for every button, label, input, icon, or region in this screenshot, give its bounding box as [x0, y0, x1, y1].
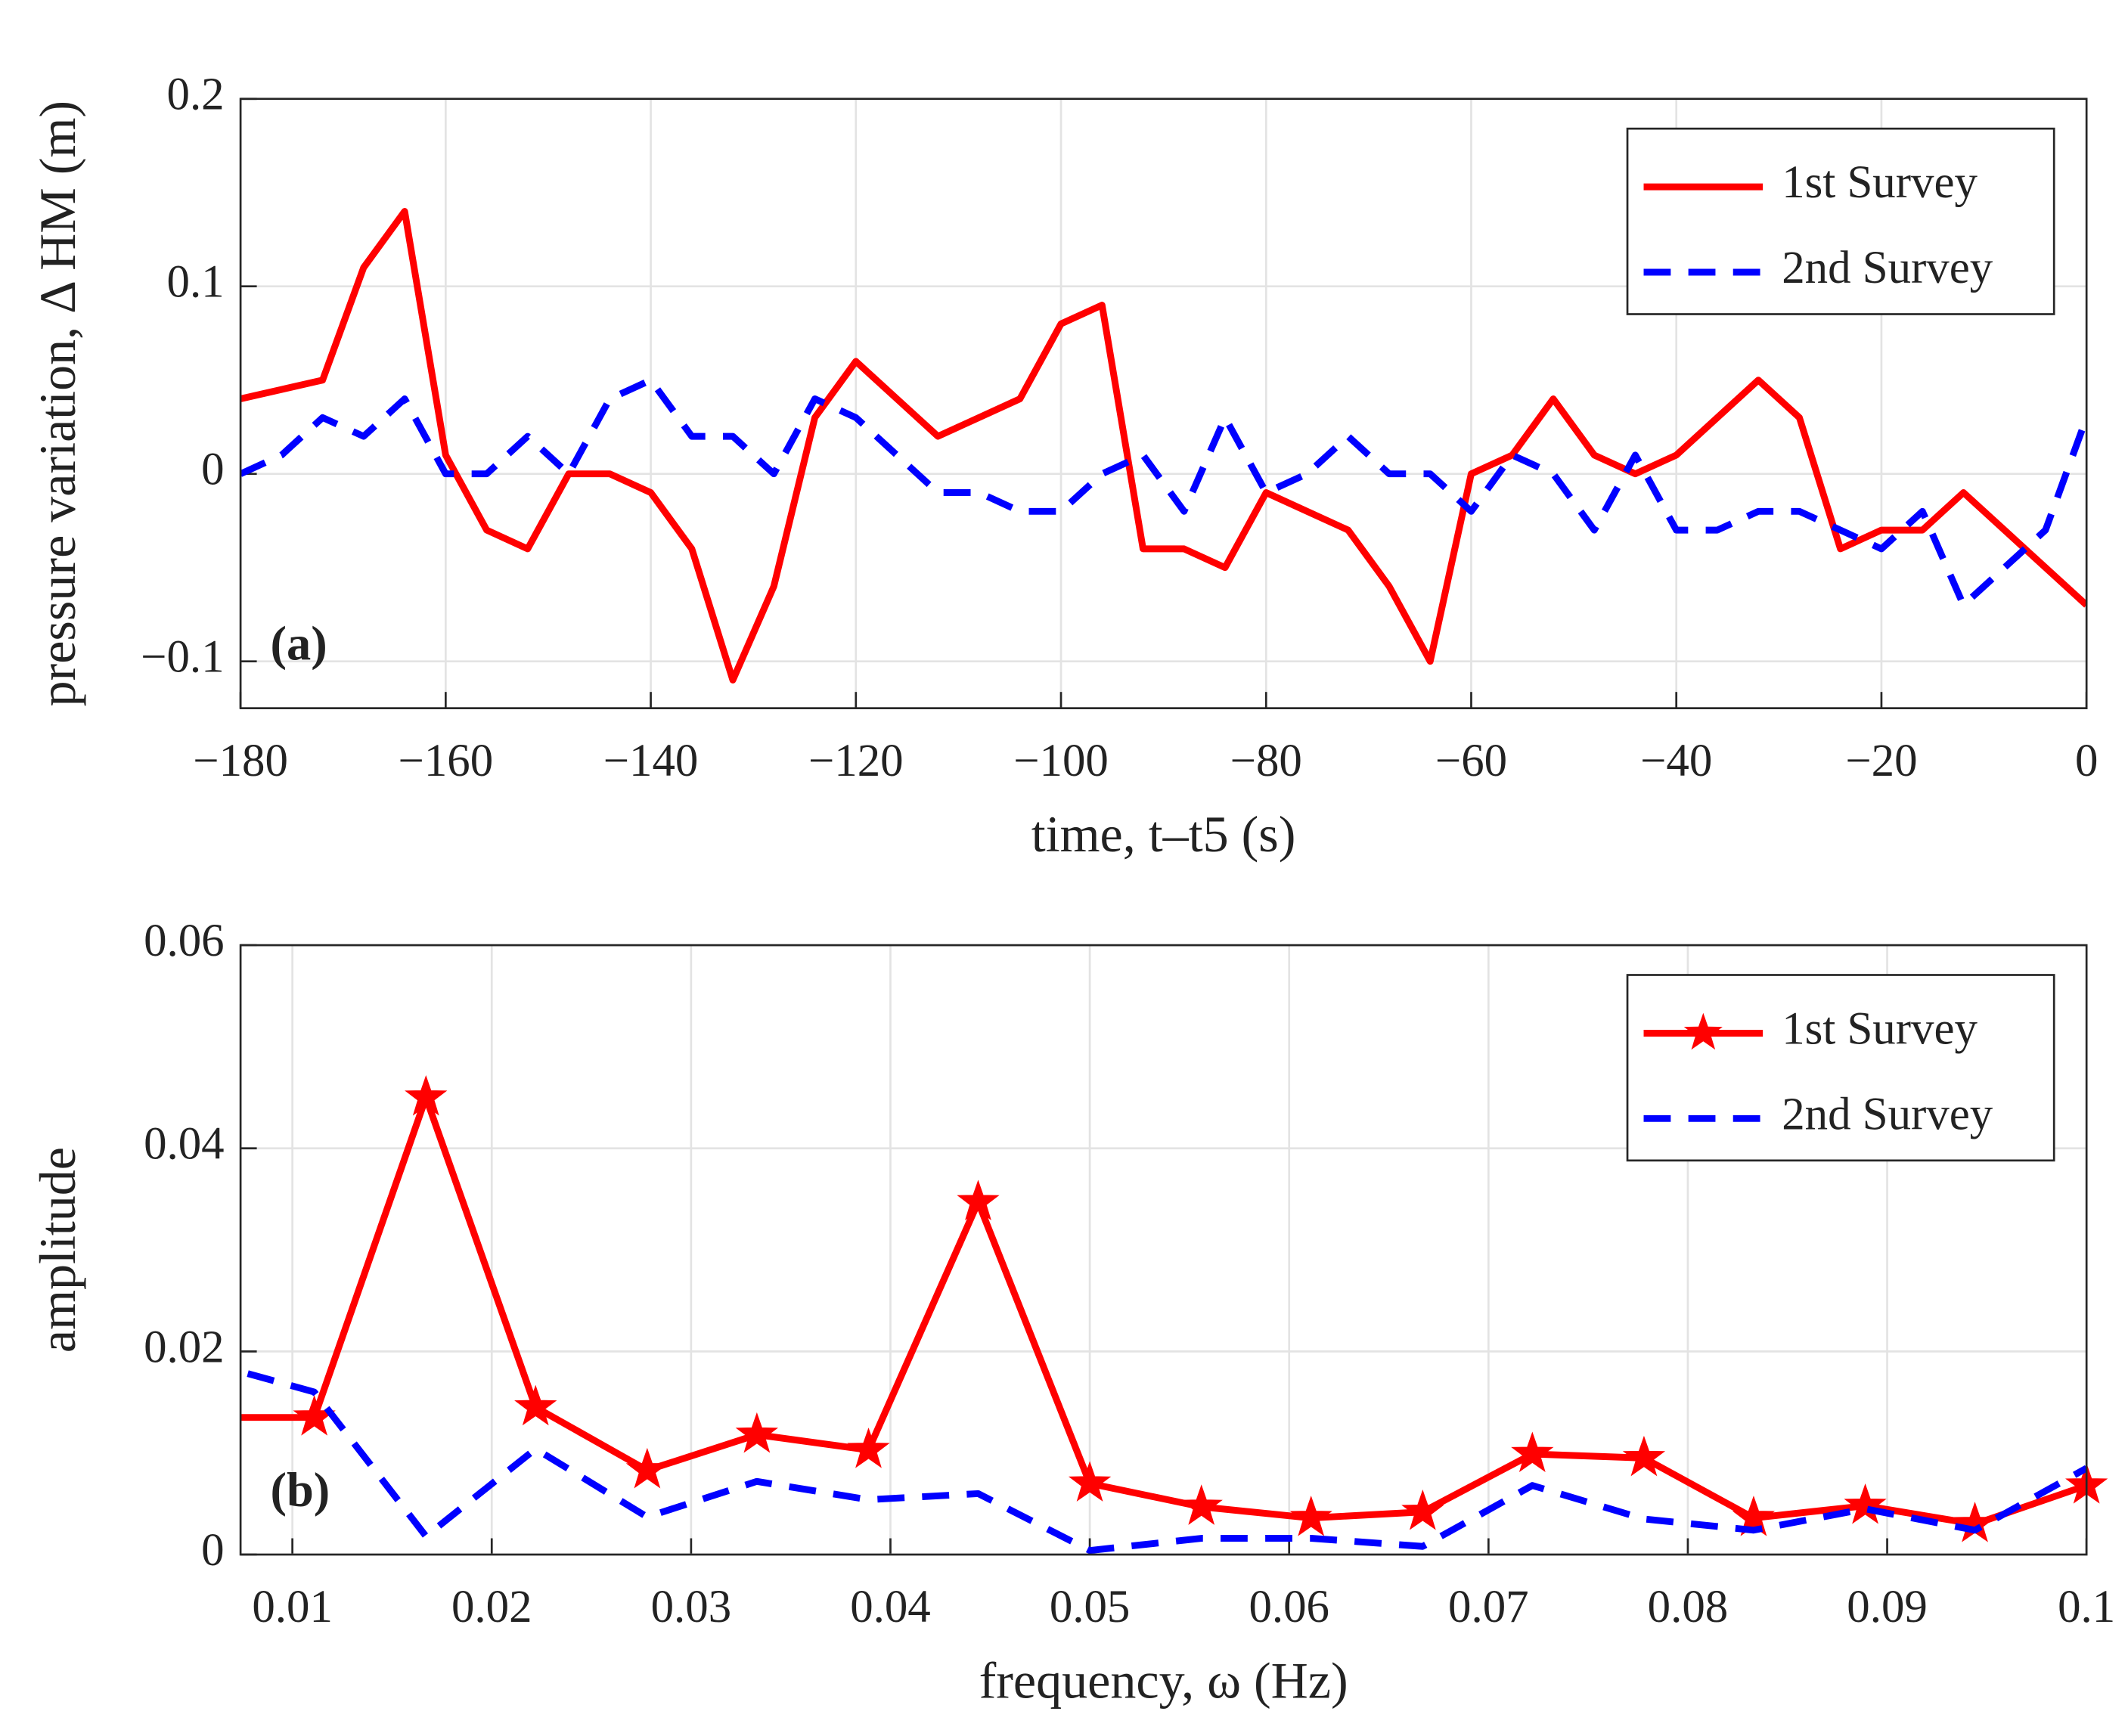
x-tick-label: 0.02: [451, 1582, 532, 1632]
y-tick-label: 0.06: [144, 916, 225, 966]
star-marker: [1622, 1435, 1666, 1477]
y-tick-label: 0.2: [167, 70, 225, 120]
star-marker: [957, 1180, 1000, 1220]
x-tick-label: 0.1: [2058, 1582, 2115, 1632]
y-tick-label: 0: [201, 445, 224, 495]
x-tick-label: −20: [1845, 736, 1917, 786]
legend-label: 2nd Survey: [1782, 1089, 1993, 1139]
x-tick-label: −120: [808, 736, 904, 786]
x-tick-label: 0.09: [1847, 1582, 1928, 1632]
series-line: [240, 1368, 2087, 1555]
star-marker: [1401, 1490, 1444, 1530]
x-tick-label: 0.07: [1448, 1582, 1529, 1632]
star-marker: [1180, 1484, 1223, 1525]
legend-label: 1st Survey: [1782, 1003, 1978, 1054]
x-tick-label: 0.05: [1050, 1582, 1131, 1632]
series-line: [240, 1094, 2087, 1528]
x-tick-label: 0.03: [651, 1582, 732, 1632]
star-marker: [735, 1412, 779, 1453]
star-marker: [1844, 1483, 1887, 1524]
star-marker: [1289, 1496, 1332, 1536]
star-marker: [1732, 1496, 1776, 1536]
axes-frame: [239, 944, 2088, 1556]
x-tick-label: 0.08: [1648, 1582, 1729, 1632]
x-tick-label: −80: [1230, 736, 1302, 786]
legend-box: [1626, 127, 2055, 315]
star-marker: [514, 1384, 557, 1426]
y-tick-label: 0.04: [144, 1119, 225, 1170]
y-tick-label: 0.1: [167, 257, 225, 308]
x-tick-label: 0.04: [850, 1582, 931, 1632]
y-axis-label: amplitude: [29, 1147, 86, 1353]
x-tick-label: −60: [1435, 736, 1507, 786]
star-marker: [625, 1447, 669, 1489]
legend-label: 2nd Survey: [1782, 243, 1993, 293]
panel-label: (a): [271, 617, 327, 671]
star-marker: [847, 1428, 890, 1468]
star-marker: [405, 1074, 448, 1116]
x-tick-label: −140: [603, 736, 699, 786]
y-axis-label: pressure variation, Δ HM (m): [29, 101, 86, 707]
star-marker: [1511, 1431, 1554, 1472]
legend-box: [1626, 974, 2055, 1162]
x-axis-label: frequency, ω (Hz): [979, 1651, 1348, 1709]
series-line: [240, 377, 2087, 609]
legend-label: 1st Survey: [1782, 157, 1978, 208]
y-tick-label: 0: [201, 1525, 224, 1576]
x-tick-label: −160: [399, 736, 494, 786]
panel-label: (b): [271, 1463, 330, 1517]
x-tick-label: 0: [2075, 736, 2098, 786]
x-tick-label: −40: [1640, 736, 1712, 786]
series-line: [240, 208, 2087, 684]
x-tick-label: −180: [193, 736, 288, 786]
x-axis-label: time, t–t5 (s): [1031, 805, 1296, 863]
x-tick-label: −100: [1013, 736, 1109, 786]
y-tick-label: −0.1: [141, 632, 224, 683]
legend-star: [1683, 1012, 1723, 1050]
axes-frame: [239, 98, 2088, 710]
x-tick-label: 0.01: [252, 1582, 333, 1632]
star-marker: [1068, 1461, 1112, 1502]
x-tick-label: 0.06: [1249, 1582, 1329, 1632]
y-tick-label: 0.02: [144, 1322, 225, 1372]
